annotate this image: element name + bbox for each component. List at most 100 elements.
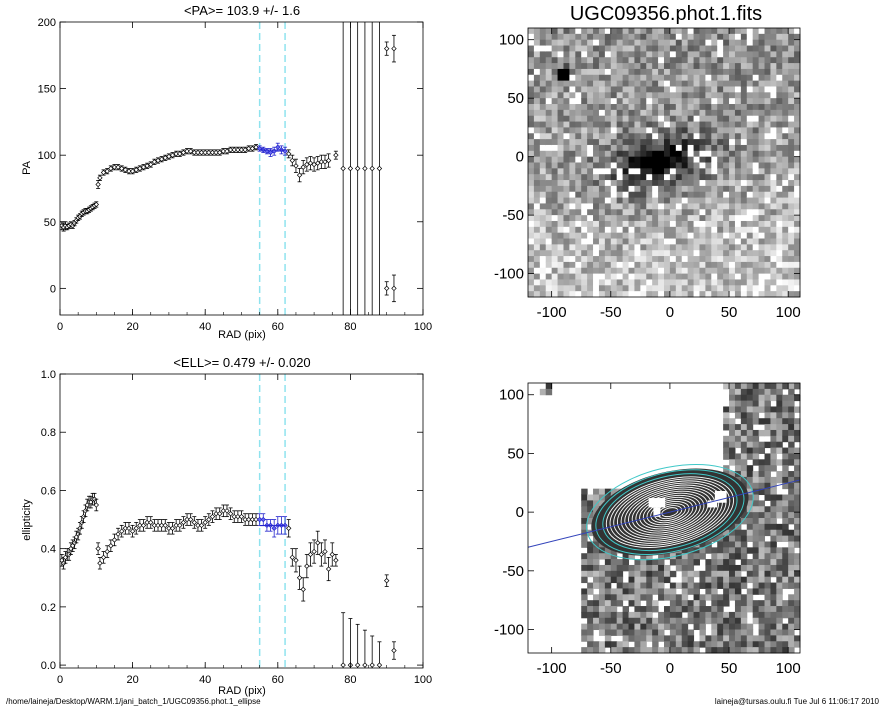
ell-data-point (354, 623, 361, 668)
img-ytick-label: 50 (507, 90, 524, 107)
ell-data-point (285, 519, 292, 538)
ell-data-point (100, 551, 107, 564)
ell-data-point (391, 641, 397, 660)
img-ytick-label: -50 (502, 207, 524, 224)
ell-data-point (95, 542, 101, 555)
ell-data-point (325, 556, 332, 582)
ell-data-point (140, 519, 147, 532)
contour-image-panel: -100 -50 0 50 100 -100 -50 0 50 100 (494, 382, 801, 677)
ell-data-point (84, 498, 90, 512)
img-frame (527, 27, 801, 298)
img-ytick-label: 100 (499, 32, 524, 49)
pa-data-point (289, 154, 296, 167)
pa-data-point (384, 41, 390, 56)
major-axis-line (527, 479, 801, 548)
pa-data-point (296, 168, 303, 183)
pa-data-point (140, 164, 147, 171)
pa-profile-panel: 0 20 40 60 80 100 0 50 100 150 200 (38, 17, 433, 333)
ell-ytick-label: 0.0 (41, 660, 56, 672)
ctr-xtick-label: -50 (600, 660, 622, 677)
pa-data-point (108, 165, 114, 172)
ell-data-point (68, 542, 74, 555)
ell-data-point (293, 548, 299, 573)
ell-ytick-label: 0.6 (41, 485, 56, 497)
pa-data-point (119, 165, 125, 172)
mask-patch (714, 491, 727, 503)
ctr-ytick-label: 50 (507, 445, 524, 462)
ctr-xtick-label: 100 (776, 660, 801, 677)
ell-data-point (115, 527, 121, 541)
ell-data-point (322, 539, 328, 564)
pa-xtick-label: 40 (199, 321, 211, 333)
ell-data-point (187, 513, 194, 526)
img-xtick-label: 0 (666, 304, 674, 321)
pa-data-point (391, 34, 397, 63)
ell-ytick-label: 0.8 (41, 427, 56, 439)
ell-data-point (227, 507, 234, 520)
pa-xtick-label: 20 (126, 321, 138, 333)
ell-data-point (62, 551, 69, 564)
ell-data-point (126, 522, 132, 535)
ell-data-point (384, 574, 390, 587)
pa-data-point (137, 165, 143, 172)
ell-data-point (300, 577, 306, 602)
ell-data-point (202, 516, 208, 529)
ell-data-point (307, 542, 314, 567)
pa-data-point (115, 164, 121, 171)
ell-data-point (133, 522, 139, 535)
ell-panel-title: <ELL>= 0.479 +/- 0.020 (173, 355, 310, 370)
pa-data-point (129, 168, 136, 175)
pa-data-point (362, 22, 368, 315)
ctr-frame (527, 382, 801, 654)
pa-data-point (158, 156, 165, 163)
pa-data-point (304, 157, 310, 172)
ell-data-point (242, 513, 248, 526)
pa-xtick-label: 60 (272, 321, 284, 333)
pa-data-point (209, 149, 216, 156)
mask-patch (653, 507, 661, 517)
pa-data-point (246, 145, 252, 152)
ell-xlabel: RAD (pix) (218, 685, 266, 697)
pa-data-point (162, 154, 168, 161)
pa-data-point (271, 146, 277, 156)
ell-data-point (191, 516, 198, 529)
ell-data-point (198, 519, 205, 532)
pa-data-point (180, 149, 187, 156)
ell-data-point (318, 542, 325, 567)
ctr-ytick-label: 0 (516, 504, 524, 521)
pa-data-point (311, 157, 317, 172)
pa-data-point (275, 142, 281, 152)
pa-xlabel: RAD (pix) (218, 329, 266, 341)
pa-data-point (253, 144, 259, 151)
pa-ytick-label: 100 (38, 150, 56, 162)
pa-data-point (187, 148, 194, 155)
ctr-xtick-label: 0 (666, 660, 674, 677)
ell-data-point (104, 545, 110, 558)
ell-data-point (111, 533, 118, 547)
ell-xtick-label: 100 (414, 674, 432, 686)
ctr-ytick-label: 100 (499, 387, 524, 404)
pa-data-point (220, 148, 227, 155)
img-ytick-label: 0 (516, 149, 524, 166)
ell-xtick-label: 60 (272, 674, 284, 686)
mask-patch (707, 500, 718, 508)
pa-data-point (307, 156, 314, 171)
pa-data-point (376, 22, 383, 315)
ell-data-point (119, 524, 125, 538)
pa-ylabel: PA (21, 160, 33, 175)
image-panel-title: UGC09356.phot.1.fits (570, 3, 762, 25)
img-xtick-label: 50 (721, 304, 738, 321)
galaxy-image-panel: -100 -50 0 50 100 -100 -50 0 50 100 (494, 27, 801, 321)
pa-data-point (333, 150, 339, 160)
ellipticity-profile-panel: 0 20 40 60 80 100 0.0 0.2 0.4 0.6 0.8 1.0 (41, 369, 432, 686)
img-ytick-label: -100 (494, 266, 524, 283)
pa-data-point (93, 201, 99, 208)
ell-data-point (217, 507, 223, 520)
pa-data-point (391, 274, 397, 303)
ell-data-point (362, 629, 368, 668)
ell-data-point (296, 565, 303, 590)
ell-data-point (206, 513, 212, 526)
pa-data-point (224, 148, 230, 155)
ell-data-point (209, 510, 216, 523)
